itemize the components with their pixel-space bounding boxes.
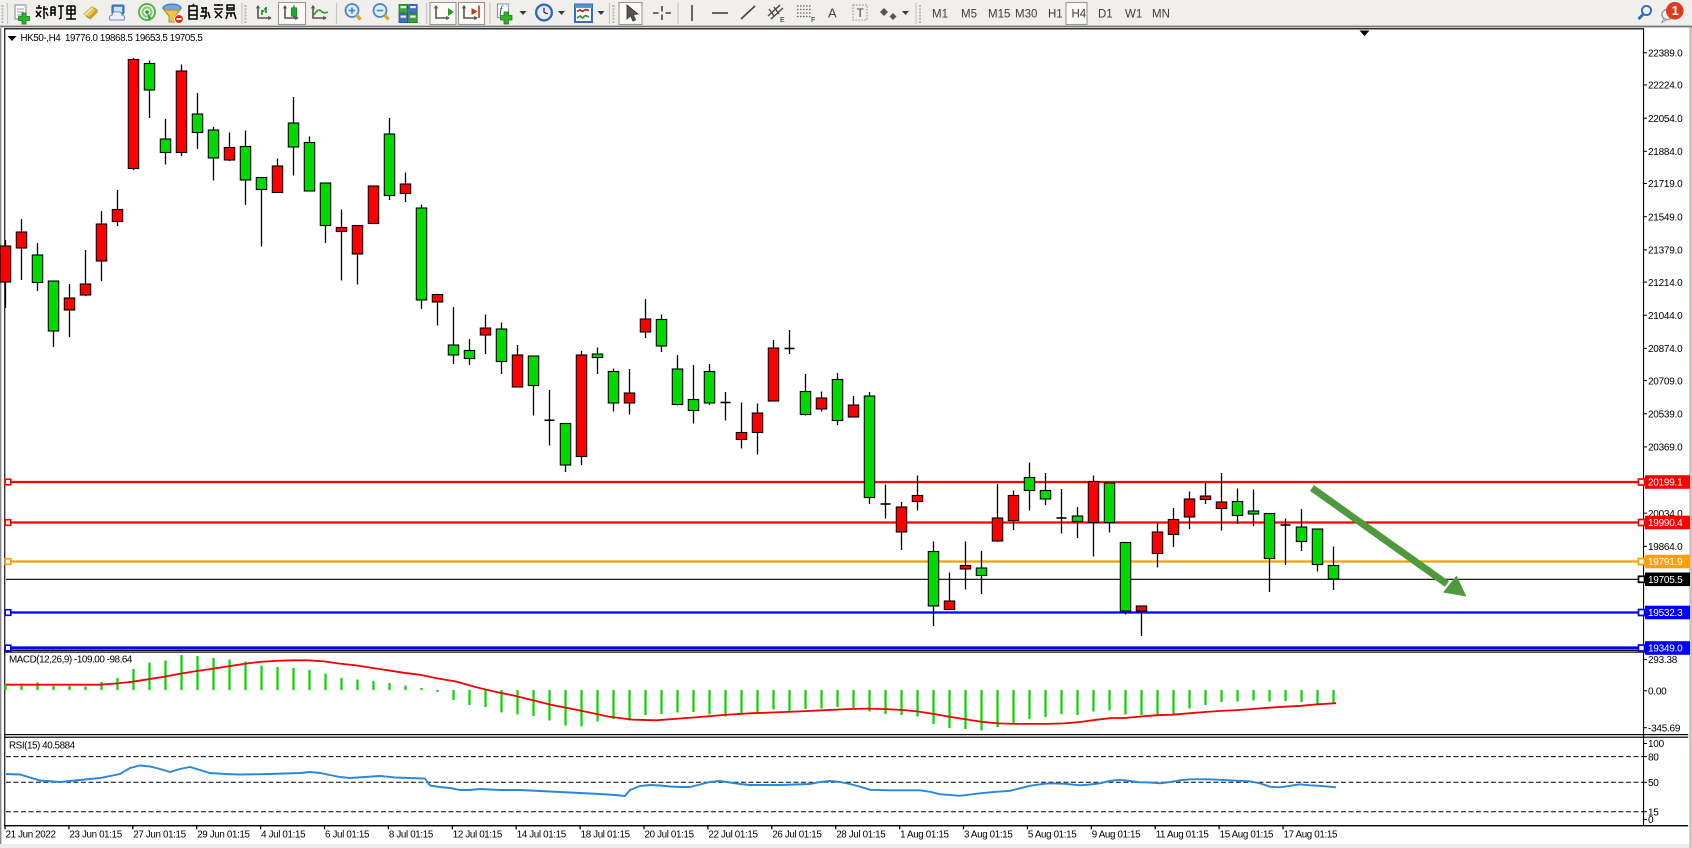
svg-text:19990.4: 19990.4	[1648, 518, 1683, 529]
svg-text:12 Jul 01:15: 12 Jul 01:15	[453, 830, 503, 841]
svg-text:MN: MN	[1152, 9, 1170, 21]
svg-text:T: T	[857, 6, 865, 20]
svg-text:18 Jul 01:15: 18 Jul 01:15	[581, 830, 631, 841]
svg-text:22 Jul 01:15: 22 Jul 01:15	[708, 830, 758, 841]
svg-text:D1: D1	[1098, 9, 1113, 21]
svg-text:15 Aug 01:15: 15 Aug 01:15	[1220, 830, 1274, 841]
svg-text:21379.0: 21379.0	[1648, 246, 1683, 257]
svg-text:E: E	[780, 17, 785, 24]
svg-text:M15: M15	[988, 9, 1010, 21]
svg-text:MACD(12,26,9) -109.00 -98.64: MACD(12,26,9) -109.00 -98.64	[9, 655, 133, 666]
svg-text:22224.0: 22224.0	[1648, 81, 1683, 92]
svg-text:H4: H4	[1072, 9, 1087, 21]
svg-text:27 Jun 01:15: 27 Jun 01:15	[133, 830, 186, 841]
svg-text:28 Jul 01:15: 28 Jul 01:15	[836, 830, 886, 841]
svg-text:20 Jul 01:15: 20 Jul 01:15	[645, 830, 695, 841]
svg-text:19864.0: 19864.0	[1648, 542, 1683, 553]
svg-text:20034.0: 20034.0	[1648, 509, 1683, 520]
svg-text:22389.0: 22389.0	[1648, 49, 1683, 60]
svg-text:11 Aug 01:15: 11 Aug 01:15	[1156, 830, 1210, 841]
svg-text:M30: M30	[1015, 9, 1037, 21]
svg-text:H1: H1	[1048, 9, 1063, 21]
svg-text:23 Jun 01:15: 23 Jun 01:15	[69, 830, 122, 841]
svg-text:293.38: 293.38	[1648, 655, 1678, 666]
svg-text:19705.5: 19705.5	[1648, 575, 1683, 586]
svg-text:0: 0	[1648, 815, 1654, 826]
svg-text:19791.9: 19791.9	[1648, 557, 1683, 568]
svg-text:20539.0: 20539.0	[1648, 410, 1683, 421]
svg-text:3 Aug 01:15: 3 Aug 01:15	[964, 830, 1013, 841]
svg-text:20199.1: 20199.1	[1648, 478, 1683, 489]
svg-text:20369.0: 20369.0	[1648, 443, 1683, 454]
svg-text:6 Jul 01:15: 6 Jul 01:15	[325, 830, 370, 841]
svg-text:19532.3: 19532.3	[1648, 608, 1683, 619]
svg-text:1: 1	[1672, 4, 1679, 18]
svg-text:26 Jul 01:15: 26 Jul 01:15	[772, 830, 822, 841]
svg-text:A: A	[828, 6, 837, 21]
svg-text:14 Jul 01:15: 14 Jul 01:15	[517, 830, 567, 841]
svg-text:17 Aug 01:15: 17 Aug 01:15	[1284, 830, 1338, 841]
svg-text:100: 100	[1648, 739, 1665, 750]
svg-text:f: f	[500, 5, 504, 16]
svg-text:HK50-,H4 19776.0 19868.5 1965: HK50-,H4 19776.0 19868.5 19653.5 19705.5	[21, 33, 204, 44]
svg-text:-345.69: -345.69	[1648, 723, 1681, 734]
svg-text:21549.0: 21549.0	[1648, 212, 1683, 223]
svg-text:20874.0: 20874.0	[1648, 344, 1683, 355]
svg-text:RSI(15) 40.5884: RSI(15) 40.5884	[9, 741, 76, 752]
svg-text:M5: M5	[961, 9, 977, 21]
svg-text:19349.0: 19349.0	[1648, 644, 1683, 655]
svg-text:21719.0: 21719.0	[1648, 179, 1683, 190]
svg-text:21044.0: 21044.0	[1648, 311, 1683, 322]
svg-text:8 Jul 01:15: 8 Jul 01:15	[389, 830, 434, 841]
svg-text:21 Jun 2022: 21 Jun 2022	[6, 830, 56, 841]
svg-text:0.00: 0.00	[1648, 687, 1667, 698]
svg-text:29 Jun 01:15: 29 Jun 01:15	[197, 830, 250, 841]
svg-text:50: 50	[1648, 778, 1659, 789]
svg-text:M1: M1	[932, 9, 948, 21]
svg-text:15: 15	[1648, 807, 1659, 818]
svg-text:5 Aug 01:15: 5 Aug 01:15	[1028, 830, 1077, 841]
svg-text:4 Jul 01:15: 4 Jul 01:15	[261, 830, 306, 841]
svg-text:22054.0: 22054.0	[1648, 114, 1683, 125]
svg-text:20709.0: 20709.0	[1648, 376, 1683, 387]
svg-text:80: 80	[1648, 752, 1659, 763]
svg-text:21214.0: 21214.0	[1648, 278, 1683, 289]
svg-text:1 Aug 01:15: 1 Aug 01:15	[900, 830, 949, 841]
svg-text:21884.0: 21884.0	[1648, 147, 1683, 158]
svg-text:W1: W1	[1125, 9, 1142, 21]
svg-text:F: F	[811, 17, 815, 24]
svg-text:9 Aug 01:15: 9 Aug 01:15	[1092, 830, 1141, 841]
